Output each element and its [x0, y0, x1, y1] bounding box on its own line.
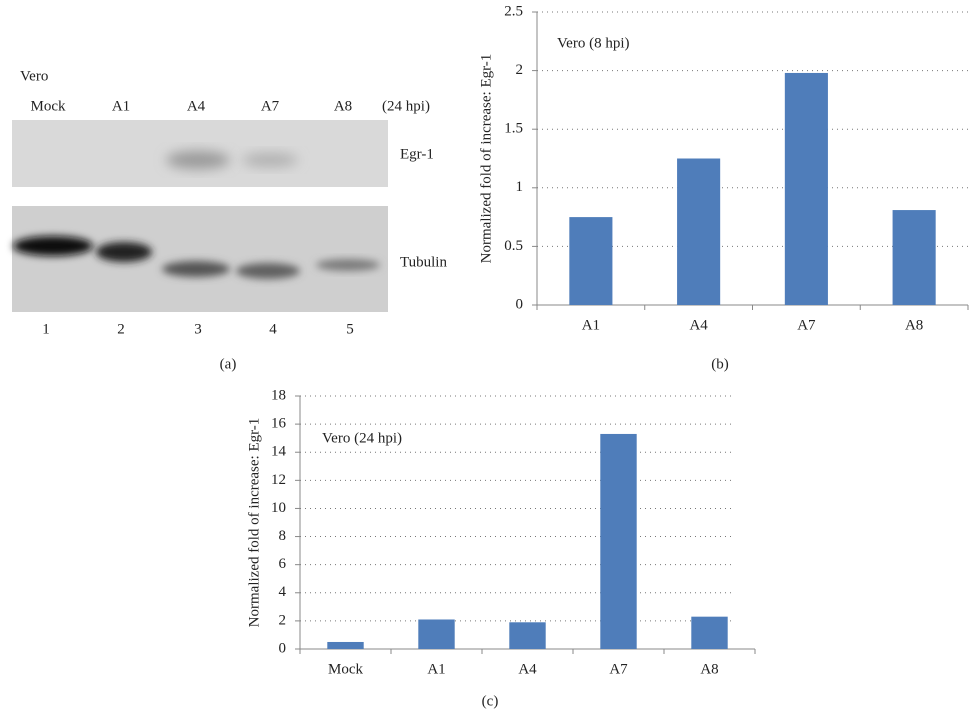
blot-image [12, 206, 388, 312]
annotation: Vero (24 hpi) [322, 430, 402, 446]
figure: Vero Mock A1 A4 A7 A8 (24 hpi) Egr-1 Tub… [0, 0, 973, 716]
band [236, 263, 300, 279]
band-label: Egr-1 [400, 146, 434, 162]
panel-label: (c) [482, 693, 499, 709]
annotation: Vero (8 hpi) [557, 35, 629, 51]
y-tick-label: 0 [279, 640, 287, 656]
x-tick-label: A7 [609, 661, 628, 677]
x-tick-label: A8 [905, 317, 923, 333]
lane-number: 4 [269, 321, 277, 337]
bar [418, 619, 454, 649]
y-tick-label: 16 [271, 416, 287, 432]
x-tick-label: A4 [689, 317, 708, 333]
y-axis-label: Normalized fold of increase: Egr-1 [478, 54, 494, 264]
band [13, 236, 93, 256]
y-tick-label: 18 [271, 387, 286, 403]
y-tick-label: 4 [279, 584, 287, 600]
bar [600, 434, 636, 649]
lane-label: A1 [112, 98, 130, 114]
y-tick-label: 0 [516, 296, 524, 312]
lane-label: A7 [261, 98, 280, 114]
y-tick-label: 8 [279, 528, 287, 544]
y-tick-label: 1.5 [504, 121, 523, 137]
y-axis-label: Normalized fold of increase: Egr-1 [246, 418, 262, 628]
cell-line: Vero [20, 68, 48, 84]
bar [785, 73, 828, 305]
bar-chart: 0 0.5 1 1.5 2 2.5 A1 A4 A7 A8 Vero (8 hpi) Normaliz… [478, 3, 968, 372]
bar [893, 210, 936, 305]
y-tick-label: 14 [271, 444, 287, 460]
bar [691, 617, 727, 649]
bar [569, 217, 612, 305]
x-tick-label: A8 [700, 661, 718, 677]
x-tick-label: A1 [427, 661, 445, 677]
lane-number: 3 [194, 321, 202, 337]
band [316, 259, 380, 271]
lane-label: A4 [187, 98, 206, 114]
y-tick-label: 2 [516, 62, 524, 78]
y-tick-label: 0.5 [504, 238, 523, 254]
lane-number: 2 [117, 321, 125, 337]
band [96, 242, 152, 262]
blot-panel: Vero Mock A1 A4 A7 A8 (24 hpi) Egr-1 Tub… [12, 68, 447, 372]
y-tick-label: 2 [279, 612, 287, 628]
lane-label: Mock [31, 98, 66, 114]
x-tick-label: A7 [797, 317, 816, 333]
timepoint: (24 hpi) [382, 98, 430, 114]
lane-label: A8 [334, 98, 352, 114]
bar-chart: 0 2 4 6 8 10 12 14 16 18 Mock A1 A4 A7 A8 Vero (24 hpi)… [246, 387, 755, 709]
band-label: Tubulin [400, 254, 447, 270]
y-tick-label: 6 [279, 556, 287, 572]
band [162, 261, 230, 277]
lane-number: 5 [346, 321, 354, 337]
band [242, 153, 298, 167]
x-tick-label: Mock [328, 661, 363, 677]
lane-number: 1 [42, 321, 50, 337]
y-tick-label: 1 [516, 179, 524, 195]
y-tick-label: 10 [271, 500, 286, 516]
x-tick-label: A4 [518, 661, 537, 677]
bar [509, 622, 545, 649]
x-tick-label: A1 [582, 317, 600, 333]
bar [677, 159, 720, 306]
y-tick-label: 12 [271, 472, 286, 488]
panel-label: (a) [220, 356, 237, 372]
y-tick-label: 2.5 [504, 3, 523, 19]
panel-label: (b) [711, 356, 729, 372]
bar [327, 642, 363, 649]
band [166, 151, 230, 169]
